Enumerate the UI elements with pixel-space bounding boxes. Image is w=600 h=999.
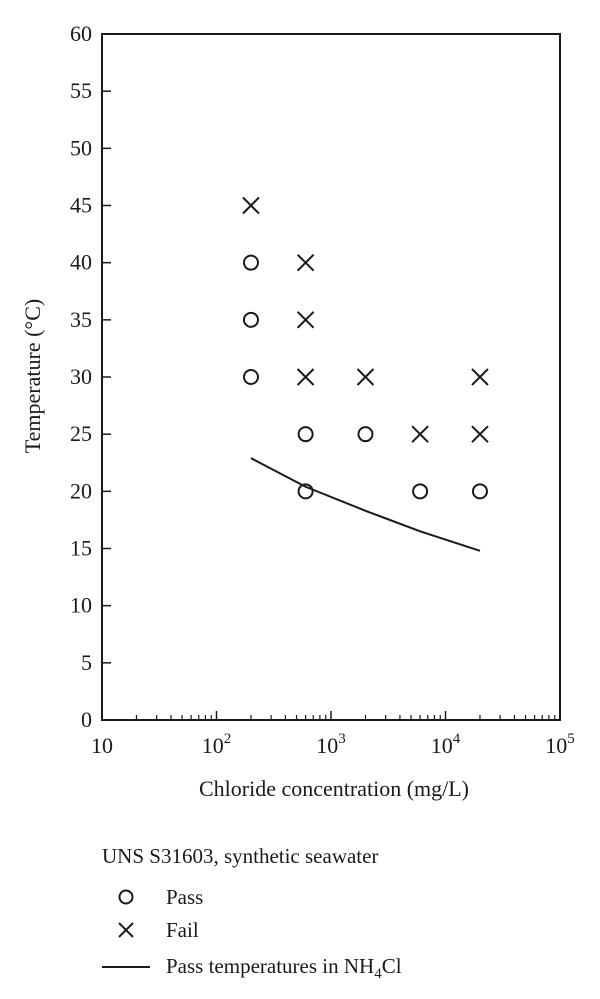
y-axis-ticks: 0 5 10 15 20 25 30 35 40 45 50 55 60 bbox=[70, 21, 111, 732]
nh4cl-pass-line bbox=[250, 457, 481, 552]
fail-point bbox=[471, 425, 489, 443]
fail-point bbox=[296, 368, 315, 386]
x-tick-label-base: 10 bbox=[431, 733, 453, 758]
y-tick-label: 25 bbox=[70, 421, 92, 446]
x-tick-label: 104 bbox=[431, 731, 461, 758]
x-tick-label: 10 bbox=[91, 733, 113, 758]
x-axis-title: Chloride concentration (mg/L) bbox=[199, 776, 469, 801]
legend-line-label-main: Pass temperatures in NH bbox=[166, 954, 374, 978]
fail-point bbox=[242, 196, 260, 215]
y-tick-label: 50 bbox=[70, 135, 92, 160]
pass-point bbox=[471, 483, 488, 500]
y-tick-label: 60 bbox=[70, 21, 92, 46]
fail-point bbox=[356, 368, 375, 386]
legend-line-label-suffix: Cl bbox=[382, 954, 402, 978]
pass-point bbox=[242, 254, 259, 271]
x-tick-label-exponent: 5 bbox=[567, 731, 575, 747]
fail-point-stroke bbox=[471, 425, 489, 443]
fail-point-stroke bbox=[296, 253, 315, 272]
data-series bbox=[242, 196, 489, 552]
pass-point bbox=[357, 426, 374, 443]
x-tick-label-exponent: 4 bbox=[453, 731, 461, 747]
x-tick-label: 105 bbox=[545, 731, 575, 758]
fail-point bbox=[411, 425, 429, 443]
legend-fail-label: Fail bbox=[166, 918, 199, 942]
fail-point bbox=[296, 311, 315, 329]
legend-title: UNS S31603, synthetic seawater bbox=[102, 844, 378, 868]
fail-point bbox=[296, 253, 315, 272]
x-tick-label-base: 10 bbox=[545, 733, 567, 758]
y-tick-label: 5 bbox=[81, 650, 92, 675]
y-tick-label: 30 bbox=[70, 364, 92, 389]
legend-pass-label: Pass bbox=[166, 885, 203, 909]
plot-area-border bbox=[101, 33, 561, 721]
y-tick-label: 55 bbox=[70, 78, 92, 103]
legend: UNS S31603, synthetic seawater Pass Fail… bbox=[102, 844, 402, 982]
fail-point bbox=[471, 368, 489, 386]
fail-point-stroke bbox=[242, 196, 260, 215]
legend-pass-marker bbox=[118, 889, 134, 905]
fail-point-stroke bbox=[296, 368, 315, 386]
y-tick-label: 10 bbox=[70, 593, 92, 618]
y-tick-label: 15 bbox=[70, 536, 92, 561]
y-axis-title: Temperature (°C) bbox=[20, 299, 45, 453]
x-tick-label: 103 bbox=[316, 731, 346, 758]
y-tick-label: 35 bbox=[70, 307, 92, 332]
plot-frame bbox=[101, 33, 561, 721]
fail-point-stroke bbox=[471, 368, 489, 386]
pass-point bbox=[297, 483, 314, 500]
y-tick-label: 40 bbox=[70, 250, 92, 275]
x-axis-ticks: 10 102 103 104 105 bbox=[91, 711, 575, 758]
x-tick-label-exponent: 2 bbox=[224, 731, 232, 747]
x-tick-label: 102 bbox=[202, 731, 232, 758]
y-tick-label: 45 bbox=[70, 193, 92, 218]
y-tick-label: 0 bbox=[81, 707, 92, 732]
fail-point-stroke bbox=[356, 368, 375, 386]
pass-point bbox=[297, 426, 314, 443]
x-tick-label-base: 10 bbox=[316, 733, 338, 758]
x-tick-label-exponent: 3 bbox=[338, 731, 346, 747]
pass-point bbox=[412, 483, 429, 500]
legend-fail-marker bbox=[118, 922, 134, 938]
fail-point-stroke bbox=[411, 425, 429, 443]
pass-point bbox=[242, 311, 259, 328]
y-tick-label: 20 bbox=[70, 478, 92, 503]
legend-line-label-subscript: 4 bbox=[374, 966, 382, 982]
x-tick-label-base: 10 bbox=[202, 733, 224, 758]
pass-point bbox=[242, 369, 259, 385]
legend-line-label: Pass temperatures in NH4Cl bbox=[166, 954, 402, 982]
fail-point-stroke bbox=[296, 311, 315, 329]
